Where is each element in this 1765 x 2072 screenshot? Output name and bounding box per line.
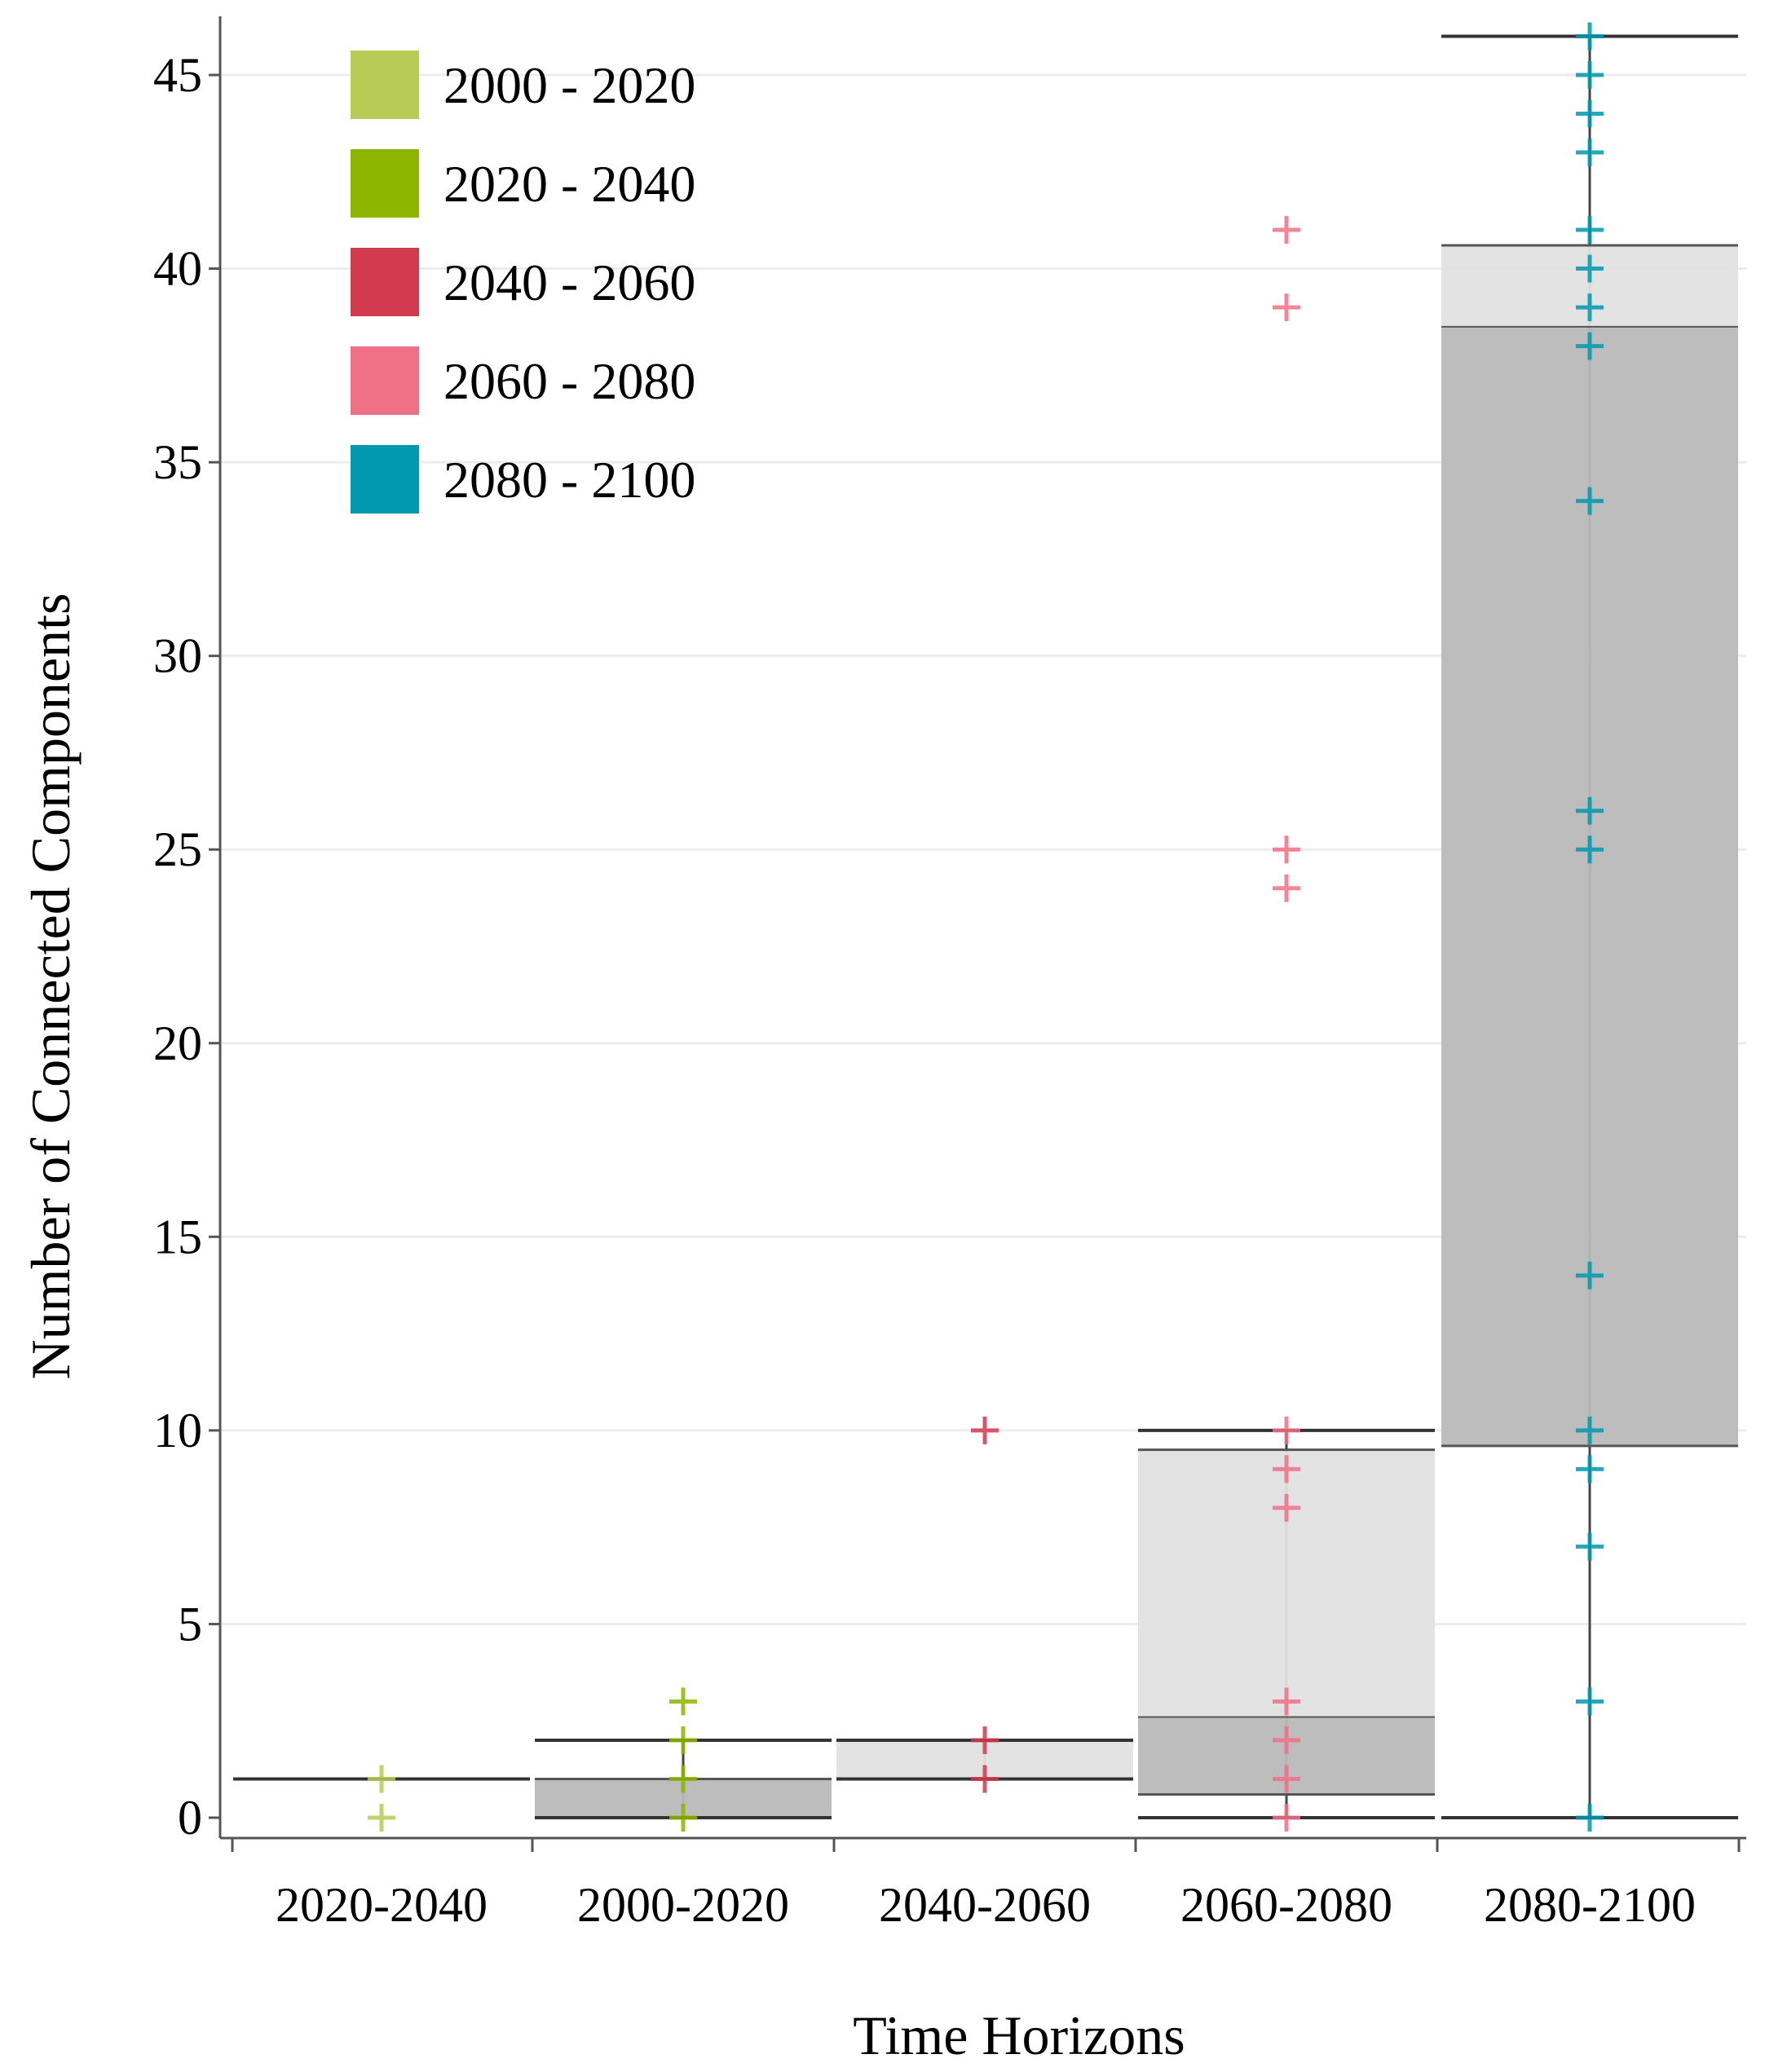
y-tick-label: 30 bbox=[153, 629, 202, 683]
legend-label: 2080 - 2100 bbox=[443, 451, 695, 509]
y-tick-label: 40 bbox=[153, 242, 202, 296]
data-point bbox=[1576, 835, 1604, 864]
data-point bbox=[971, 1416, 999, 1444]
legend-swatch bbox=[351, 248, 419, 316]
legend-swatch bbox=[351, 445, 419, 514]
data-point bbox=[1576, 99, 1604, 128]
x-tick-label: 2040-2060 bbox=[879, 1878, 1091, 1932]
data-point bbox=[1576, 139, 1604, 167]
data-point bbox=[1576, 796, 1604, 825]
axes bbox=[218, 16, 1746, 1840]
data-point bbox=[1576, 22, 1604, 51]
y-tick-label: 10 bbox=[153, 1404, 202, 1457]
data-point bbox=[1273, 1765, 1300, 1793]
legend-label: 2000 - 2020 bbox=[443, 56, 695, 114]
y-tick-label: 0 bbox=[178, 1791, 202, 1845]
data-point bbox=[669, 1804, 697, 1832]
y-tick-label: 35 bbox=[153, 435, 202, 489]
data-points bbox=[368, 22, 1604, 1832]
data-point bbox=[1576, 332, 1604, 360]
x-tick-label: 2060-2080 bbox=[1180, 1878, 1392, 1932]
data-point bbox=[1273, 1455, 1300, 1483]
data-point bbox=[1273, 1726, 1300, 1754]
data-point bbox=[971, 1726, 999, 1754]
data-point bbox=[1273, 835, 1300, 864]
box-upper-half bbox=[1138, 1449, 1435, 1717]
x-tick-label: 2080-2100 bbox=[1484, 1878, 1696, 1932]
y-tick-label: 5 bbox=[178, 1597, 202, 1651]
box-2060-2080 bbox=[1138, 1428, 1435, 1819]
y-axis-title: Number of Connected Components bbox=[20, 593, 82, 1379]
data-point bbox=[1576, 1455, 1604, 1483]
data-point bbox=[1576, 1687, 1604, 1716]
data-point bbox=[1576, 487, 1604, 515]
data-point bbox=[368, 1765, 395, 1793]
data-point bbox=[1576, 216, 1604, 245]
box-plots bbox=[233, 34, 1738, 1819]
legend-label: 2040 - 2060 bbox=[443, 253, 695, 311]
data-point bbox=[1576, 61, 1604, 89]
y-tick-label: 25 bbox=[153, 822, 202, 876]
data-point bbox=[1576, 1804, 1604, 1832]
data-point bbox=[1576, 254, 1604, 283]
legend-label: 2020 - 2040 bbox=[443, 155, 695, 213]
y-tick-label: 15 bbox=[153, 1210, 202, 1263]
data-point bbox=[1273, 1804, 1300, 1832]
data-point bbox=[1273, 1416, 1300, 1444]
legend-label: 2060 - 2080 bbox=[443, 352, 695, 410]
data-point bbox=[368, 1804, 395, 1832]
data-point bbox=[971, 1765, 999, 1793]
data-point bbox=[1576, 293, 1604, 322]
legend-swatch bbox=[351, 149, 419, 218]
x-axis-title: Time Horizons bbox=[853, 2004, 1185, 2066]
legend: 2000 - 2020 2020 - 2040 2040 - 2060 2060 - … bbox=[351, 51, 695, 514]
legend-swatch bbox=[351, 51, 419, 119]
data-point bbox=[669, 1765, 697, 1793]
data-point bbox=[1273, 874, 1300, 902]
data-point bbox=[1273, 1687, 1300, 1716]
data-point bbox=[1576, 1261, 1604, 1289]
data-point bbox=[1576, 1416, 1604, 1444]
data-point bbox=[669, 1687, 697, 1716]
data-point bbox=[1273, 1493, 1300, 1522]
legend-swatch bbox=[351, 346, 419, 415]
y-tick-label: 45 bbox=[153, 48, 202, 102]
data-point bbox=[1273, 293, 1300, 322]
data-point bbox=[1576, 1532, 1604, 1561]
x-tick-label: 2020-2040 bbox=[276, 1878, 488, 1932]
x-ticks: 2020-2040 2000-2020 2040-2060 2060-2080 2080… bbox=[231, 1838, 1741, 1932]
gridlines bbox=[220, 73, 1746, 1625]
data-point bbox=[1273, 216, 1300, 245]
x-tick-label: 2000-2020 bbox=[577, 1878, 789, 1932]
y-ticks: 0 5 10 15 20 25 30 35 40 45 bbox=[153, 48, 220, 1845]
data-point bbox=[669, 1726, 697, 1754]
y-tick-label: 20 bbox=[153, 1016, 202, 1070]
